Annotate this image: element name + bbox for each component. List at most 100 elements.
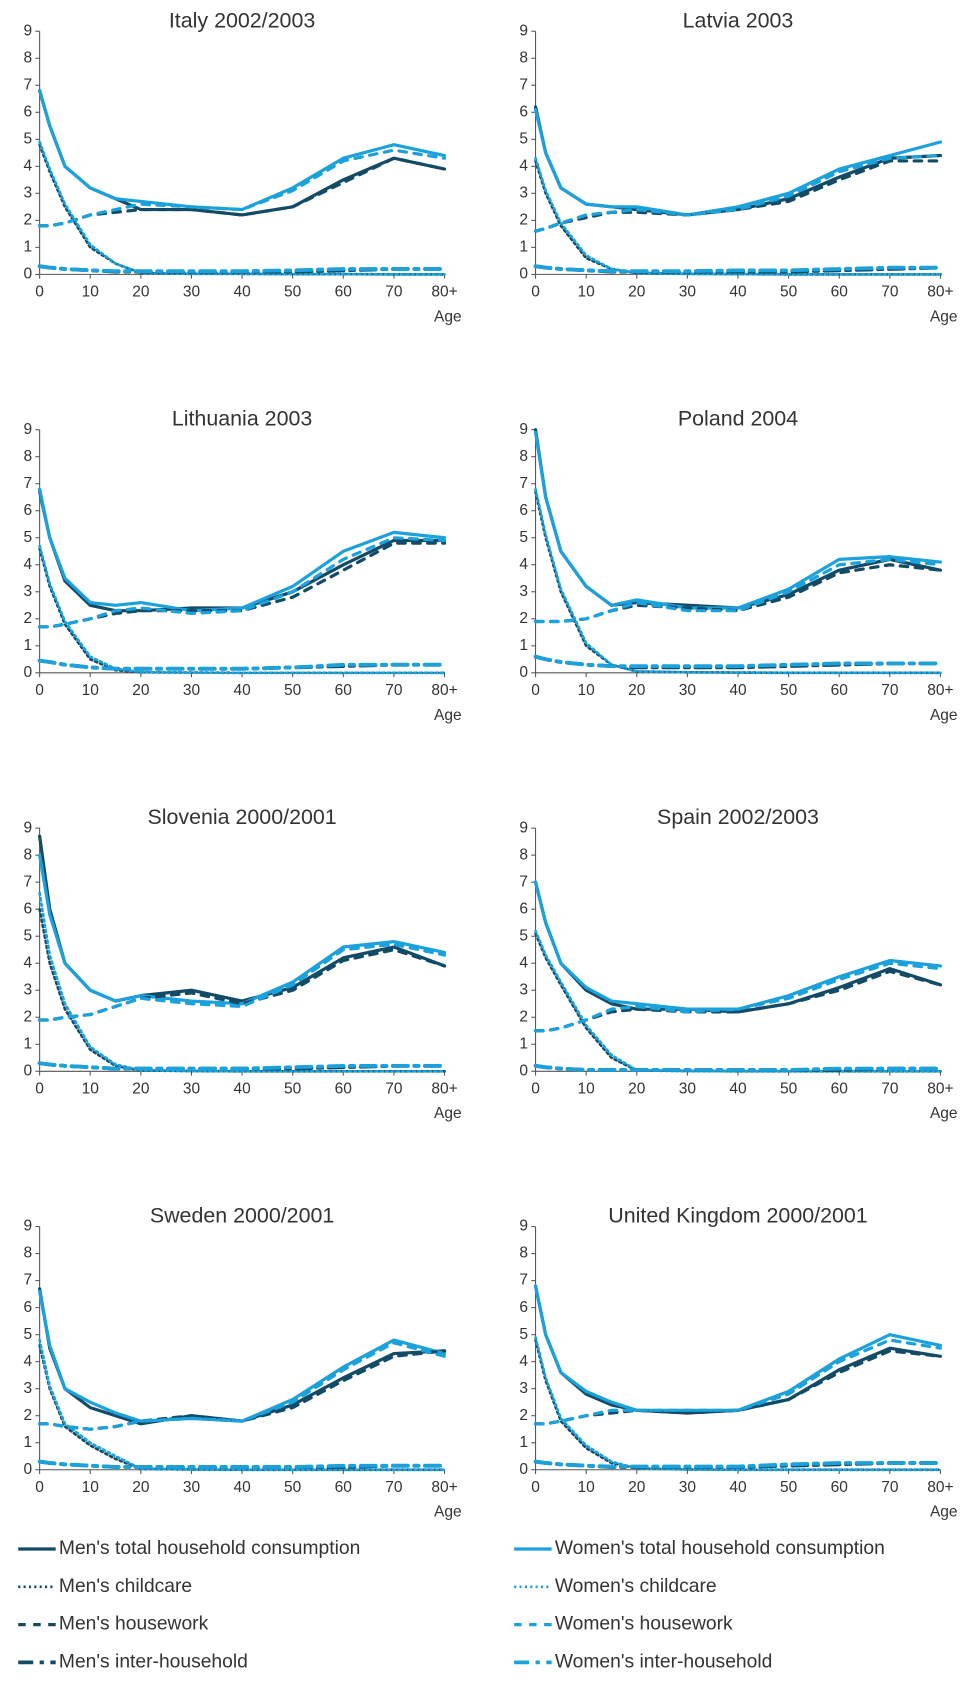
x-tick-label: 50 (780, 682, 798, 699)
y-tick-label: 3 (519, 184, 528, 201)
series-line (533, 1284, 943, 1415)
y-tick-label: 7 (23, 1272, 32, 1289)
y-tick-label: 8 (519, 846, 528, 863)
x-tick-label: 20 (132, 1081, 150, 1098)
x-tick-label: 70 (881, 1081, 899, 1098)
x-tick-label: 60 (831, 682, 849, 699)
x-tick-label: 60 (335, 1479, 353, 1496)
y-tick-label: 8 (519, 448, 528, 465)
y-tick-label: 1 (519, 637, 528, 654)
legend-label: Women's total household consumption (555, 1538, 885, 1559)
y-tick-label: 6 (23, 502, 32, 519)
y-tick-label: 2 (519, 1008, 528, 1025)
series-line (38, 536, 447, 629)
series-line (533, 430, 943, 610)
y-tick-label: 0 (519, 265, 528, 282)
y-tick-label: 5 (23, 529, 32, 546)
y-tick-label: 4 (519, 556, 528, 573)
series-line (533, 107, 943, 217)
x-tick-label: 10 (578, 682, 596, 699)
x-tick-label: 50 (284, 1081, 302, 1098)
series-line (533, 654, 943, 668)
y-tick-label: 5 (519, 130, 528, 147)
series-line (38, 948, 447, 1022)
y-tick-label: 1 (519, 1434, 528, 1451)
x-tick-label: 80+ (927, 1081, 953, 1098)
y-tick-label: 7 (23, 76, 32, 93)
series-line (534, 156, 942, 276)
y-tick-label: 3 (519, 583, 528, 600)
y-tick-label: 6 (519, 502, 528, 519)
y-tick-label: 6 (519, 103, 528, 120)
y-tick-label: 3 (23, 184, 32, 201)
x-tick-label: 0 (35, 1081, 44, 1098)
y-tick-label: 2 (23, 1407, 32, 1424)
series-line (38, 89, 447, 212)
x-tick-label: 0 (531, 1081, 540, 1098)
series-line (38, 1349, 447, 1431)
y-tick-label: 7 (519, 1272, 528, 1289)
series-line (533, 880, 943, 1011)
x-tick-label: 30 (679, 1081, 697, 1098)
series-line (534, 1336, 942, 1472)
y-tick-label: 0 (23, 1062, 32, 1079)
y-tick-label: 2 (519, 610, 528, 627)
series-line (37, 658, 447, 671)
x-tick-label: 20 (132, 1479, 150, 1496)
y-tick-label: 2 (23, 1008, 32, 1025)
y-tick-label: 3 (519, 1380, 528, 1397)
legend-label: Women's inter-household (555, 1652, 773, 1673)
y-tick-label: 1 (23, 1035, 32, 1052)
y-tick-label: 1 (23, 238, 32, 255)
y-tick-label: 4 (23, 1353, 32, 1370)
x-tick-label: 30 (183, 284, 201, 301)
series-line (38, 1289, 447, 1423)
series-line (37, 1061, 447, 1071)
legend-label: Women's childcare (555, 1576, 717, 1597)
chart-title: Lithuania 2003 (172, 407, 312, 431)
x-tick-label: 70 (385, 1081, 403, 1098)
series-line (38, 942, 447, 1022)
series-line (533, 1284, 943, 1412)
x-tick-label: 20 (628, 1479, 646, 1496)
y-tick-label: 4 (23, 556, 32, 573)
y-tick-label: 1 (519, 1035, 528, 1052)
y-tick-label: 9 (519, 819, 528, 836)
x-axis-label: Age (434, 1105, 462, 1122)
x-tick-label: 30 (679, 682, 697, 699)
y-tick-label: 0 (23, 265, 32, 282)
x-tick-label: 0 (531, 1479, 540, 1496)
x-axis-label: Age (930, 1105, 958, 1122)
x-tick-label: 0 (35, 682, 44, 699)
x-axis-label: Age (434, 707, 462, 724)
y-tick-label: 2 (23, 211, 32, 228)
x-tick-label: 40 (729, 1081, 747, 1098)
y-tick-label: 5 (23, 927, 32, 944)
series-line (534, 1338, 942, 1472)
y-tick-label: 9 (23, 421, 32, 438)
series-line (533, 264, 943, 274)
y-tick-label: 2 (23, 610, 32, 627)
x-tick-label: 20 (628, 284, 646, 301)
x-axis-label: Age (930, 707, 958, 724)
y-tick-label: 4 (519, 1353, 528, 1370)
series-line (38, 1341, 447, 1431)
series-line (533, 105, 943, 217)
legend-label: Men's total household consumption (59, 1538, 360, 1559)
series-line (38, 487, 447, 613)
y-tick-label: 5 (519, 1326, 528, 1343)
y-tick-label: 8 (23, 1245, 32, 1262)
y-tick-label: 6 (519, 900, 528, 917)
x-tick-label: 50 (284, 682, 302, 699)
x-tick-label: 80+ (927, 1479, 953, 1496)
x-tick-label: 80+ (431, 1479, 457, 1496)
x-tick-label: 10 (578, 284, 596, 301)
x-tick-label: 40 (729, 682, 747, 699)
y-tick-label: 7 (519, 475, 528, 492)
series-line (533, 159, 943, 233)
y-tick-label: 6 (23, 103, 32, 120)
y-tick-label: 4 (23, 954, 32, 971)
y-tick-label: 0 (519, 1461, 528, 1478)
x-tick-label: 60 (831, 1479, 849, 1496)
